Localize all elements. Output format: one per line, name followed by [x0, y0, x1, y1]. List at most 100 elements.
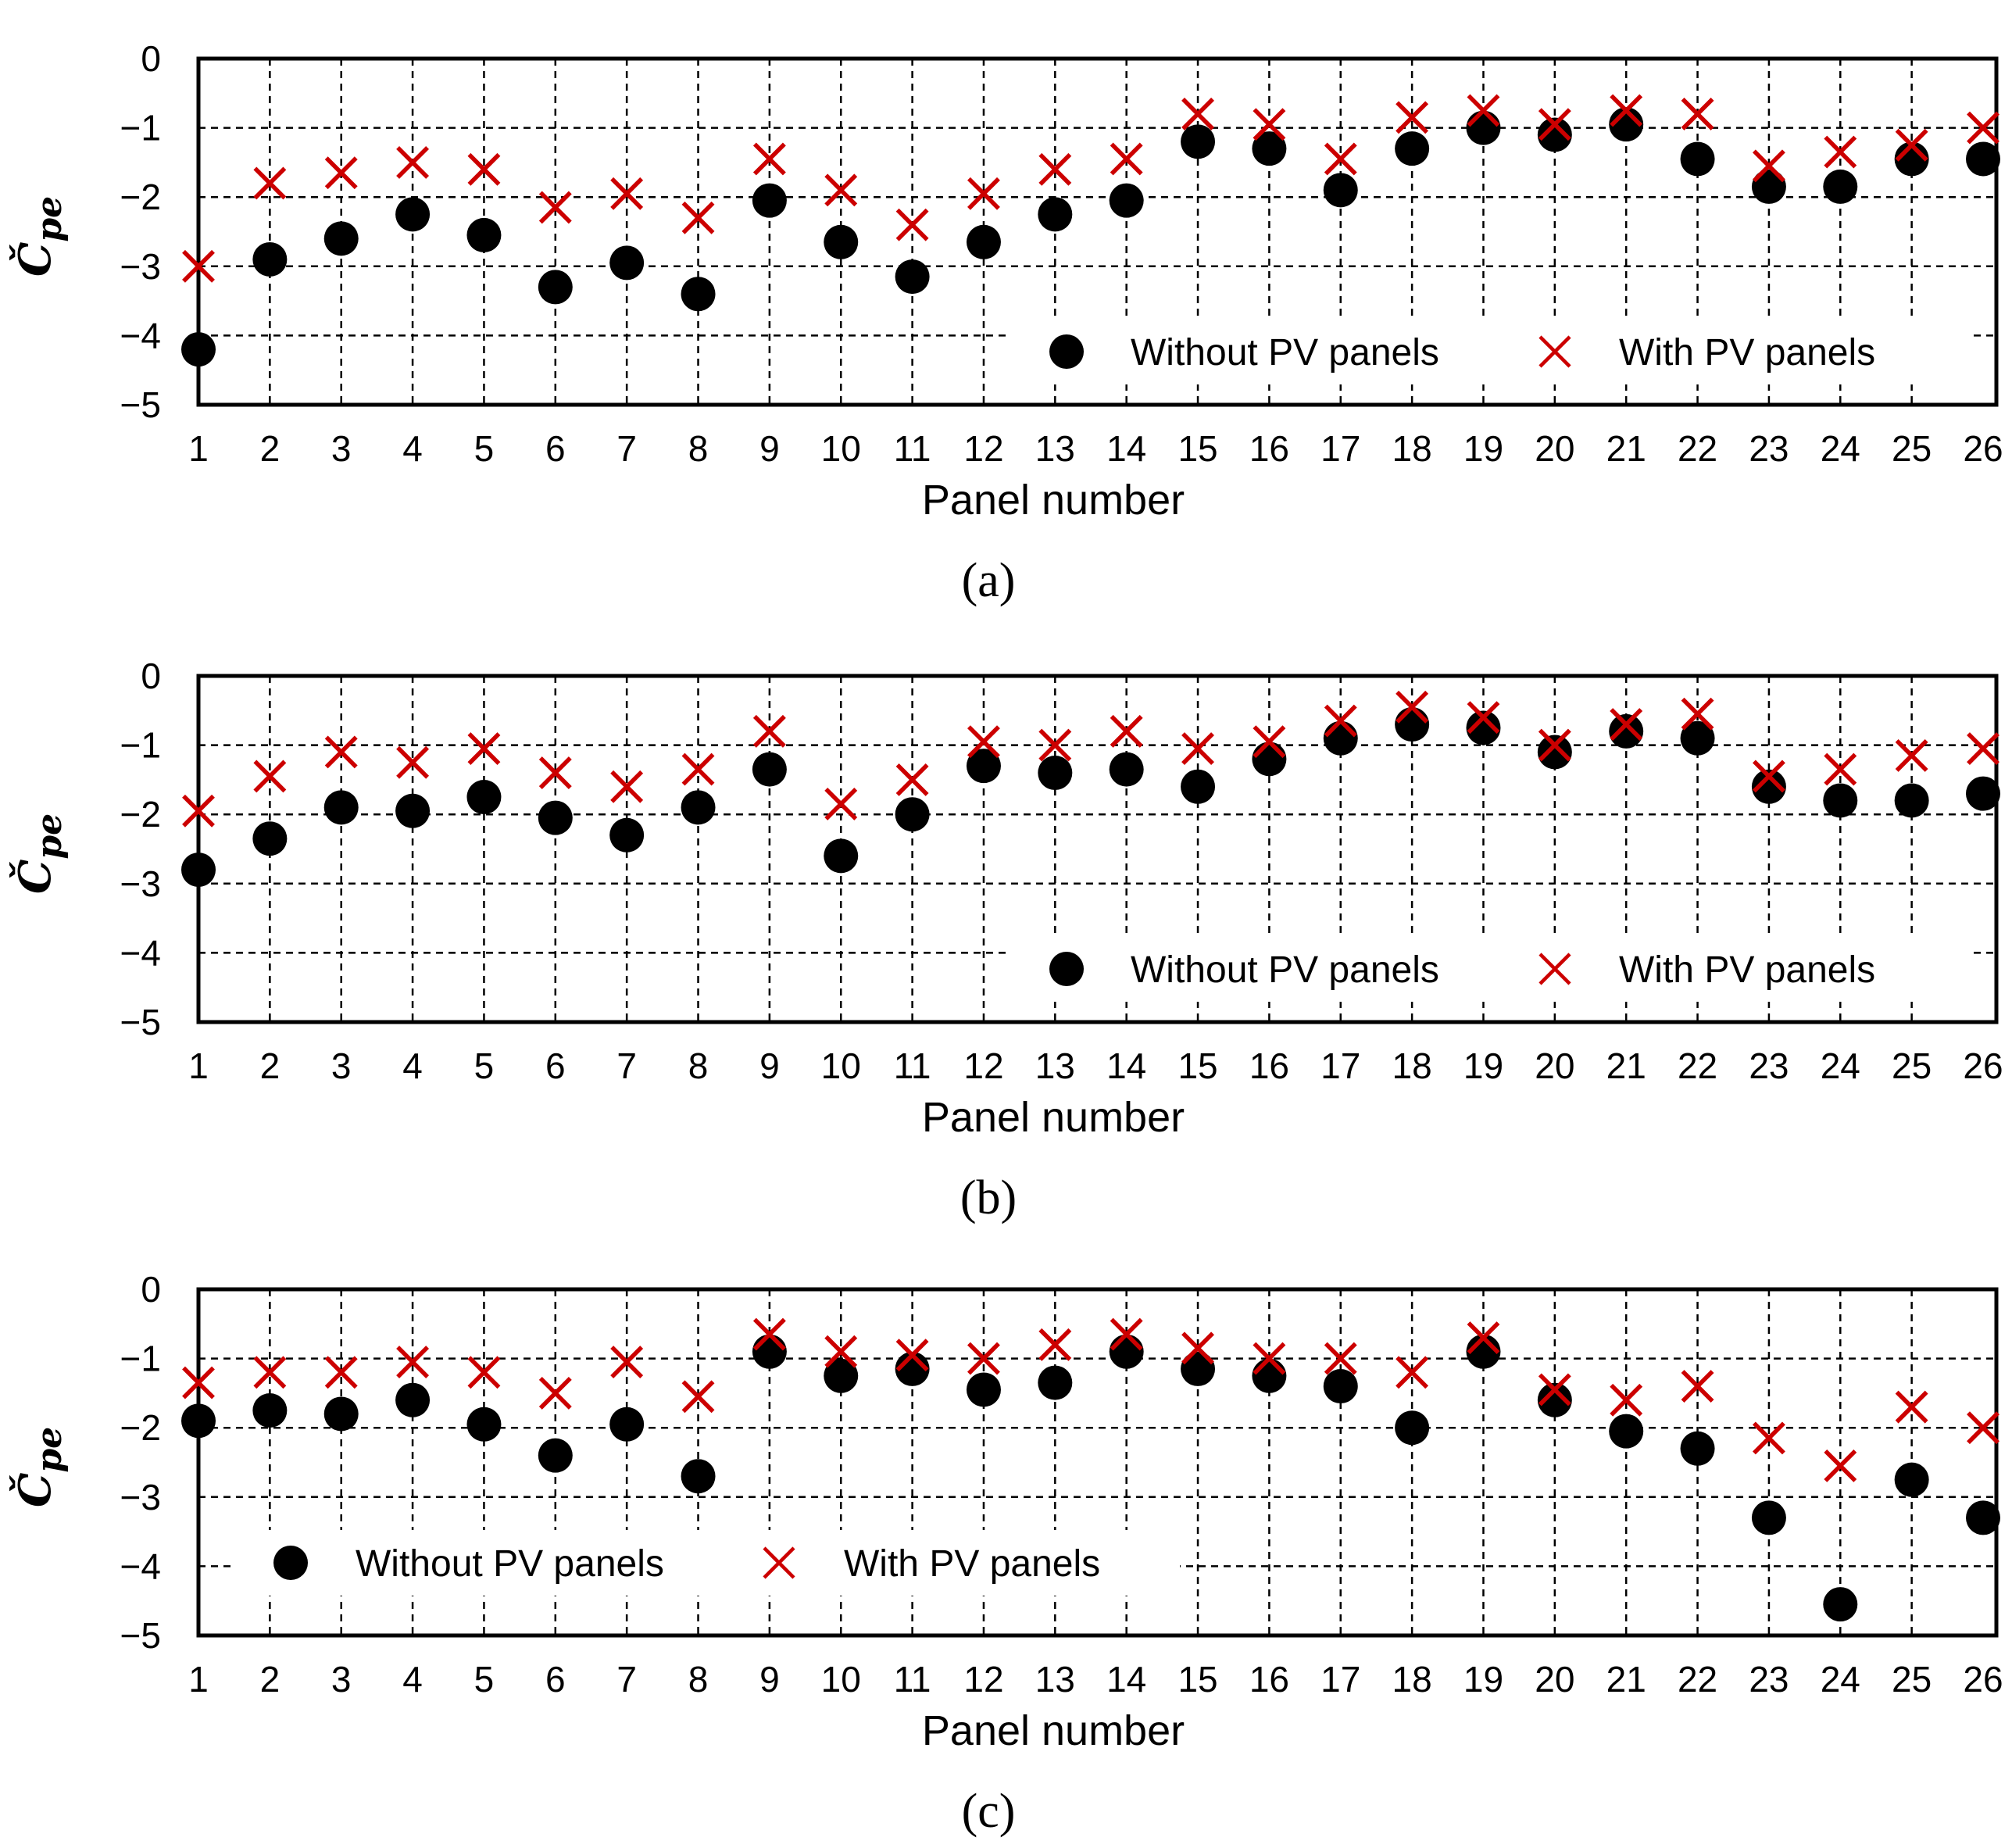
data-point-without-pv [1609, 1414, 1644, 1449]
x-tick-label: 4 [402, 1046, 423, 1086]
x-tick-label: 13 [1035, 428, 1075, 469]
data-point-without-pv [1181, 124, 1216, 159]
data-point-with-pv [1396, 1356, 1429, 1389]
x-axis-label: Panel number [922, 1707, 1185, 1754]
data-point-without-pv [752, 183, 787, 218]
data-point-without-pv [824, 1358, 859, 1393]
x-tick-label: 16 [1249, 428, 1289, 469]
data-point-without-pv [1252, 131, 1287, 166]
data-point-with-pv [1681, 97, 1714, 130]
y-axis-ticks: 0 −1 −2 −3 −4 −5 [120, 38, 161, 425]
data-point-with-pv [253, 166, 287, 200]
data-point-without-pv [966, 1372, 1001, 1407]
data-point-without-pv [752, 1334, 787, 1369]
x-tick-label: 2 [260, 1659, 281, 1700]
data-point-without-pv [1181, 1351, 1216, 1386]
data-point-with-pv [1110, 714, 1143, 748]
x-tick-label: 14 [1106, 1659, 1146, 1700]
chart-panel-c: Without PV panels With PV panels 0 −1 −2 −3 −4… [0, 1231, 2012, 1848]
data-point-without-pv [1466, 1334, 1501, 1369]
x-tick-label: 5 [474, 1046, 495, 1086]
series-with-pv [182, 94, 1999, 283]
x-axis-label: Panel number [922, 477, 1185, 524]
x-tick-label: 24 [1821, 1659, 1860, 1700]
data-point-without-pv [1894, 783, 1929, 818]
y-axis-label: Čpe [9, 1427, 70, 1507]
x-tick-label: 23 [1749, 428, 1789, 469]
data-point-without-pv [609, 1407, 645, 1442]
data-point-with-pv [324, 735, 358, 769]
data-point-with-pv [253, 1356, 287, 1389]
x-tick-label: 26 [1963, 1046, 2003, 1086]
data-point-with-pv [1181, 732, 1214, 765]
x-tick-label: 18 [1392, 1659, 1432, 1700]
x-tick-label: 4 [402, 428, 423, 469]
data-point-without-pv [1109, 1334, 1144, 1369]
data-point-without-pv [1966, 1500, 2000, 1535]
x-tick-label: 17 [1320, 1046, 1360, 1086]
x-tick-label: 20 [1535, 1046, 1574, 1086]
x-tick-label: 10 [821, 1659, 861, 1700]
data-point-with-pv [1967, 111, 1999, 145]
data-point-without-pv [323, 1396, 359, 1432]
data-point-with-pv [396, 145, 430, 179]
data-point-without-pv [466, 217, 502, 252]
y-tick-label: −2 [120, 177, 161, 217]
data-point-with-pv [1467, 701, 1500, 735]
legend: Without PV panels With PV panels [1008, 319, 1973, 384]
data-point-with-pv [396, 1346, 430, 1378]
x-tick-label: 6 [545, 1046, 566, 1086]
legend-marker-without-pv [1049, 334, 1084, 369]
data-point-without-pv [966, 224, 1001, 259]
data-point-without-pv [323, 221, 359, 256]
data-point-with-pv [967, 725, 1000, 759]
x-tick-label: 13 [1035, 1046, 1075, 1086]
x-tick-label: 22 [1678, 428, 1717, 469]
x-tick-label: 6 [545, 1659, 566, 1700]
data-point-with-pv [610, 770, 644, 803]
data-point-with-pv [324, 1356, 358, 1389]
x-tick-label: 18 [1392, 428, 1432, 469]
x-tick-label: 9 [759, 1659, 780, 1700]
legend: Without PV panels With PV panels [231, 1530, 1180, 1596]
x-tick-label: 7 [616, 1046, 637, 1086]
series-without-pv [181, 707, 2000, 888]
x-tick-label: 9 [759, 428, 780, 469]
x-tick-label: 20 [1535, 1659, 1574, 1700]
figure-caption: (b) [960, 1171, 1017, 1224]
data-point-with-pv [253, 760, 287, 793]
data-point-without-pv [1751, 769, 1786, 804]
data-point-with-pv [1967, 1411, 1999, 1445]
data-point-without-pv [609, 817, 645, 853]
legend-label-without-pv: Without PV panels [1131, 949, 1439, 991]
data-point-with-pv [1538, 108, 1571, 141]
legend-marker-with-pv [1538, 953, 1571, 985]
data-point-with-pv [1253, 108, 1286, 141]
x-tick-label: 26 [1963, 428, 2003, 469]
x-axis-ticks: 1 2 3 4 5 6 7 8 9 10 11 12 13 14 15 16 17 18 19 20 21 22 23 24 2… [188, 428, 2003, 469]
data-point-with-pv [681, 201, 715, 234]
data-point-with-pv [1324, 1342, 1357, 1375]
data-point-without-pv [252, 821, 288, 856]
data-point-with-pv [895, 208, 929, 241]
legend-marker-without-pv [1049, 952, 1084, 986]
x-tick-label: 16 [1249, 1046, 1289, 1086]
data-point-without-pv [824, 224, 859, 259]
x-tick-label: 11 [894, 1659, 931, 1700]
data-point-with-pv [1467, 94, 1500, 127]
legend-background [1008, 936, 1973, 1002]
data-point-without-pv [1038, 756, 1073, 791]
x-axis-ticks: 1 2 3 4 5 6 7 8 9 10 11 12 13 14 15 16 17 18 19 20 21 22 23 24 2… [188, 1659, 2003, 1700]
x-tick-label: 3 [331, 1659, 352, 1700]
data-point-without-pv [1395, 131, 1430, 166]
data-point-with-pv [538, 191, 572, 224]
data-point-without-pv [1537, 117, 1572, 152]
data-point-without-pv [824, 838, 859, 874]
data-point-with-pv [1610, 94, 1643, 127]
data-point-with-pv [1824, 135, 1857, 169]
figure-caption: (c) [962, 1785, 1016, 1838]
data-point-with-pv [1610, 1383, 1643, 1417]
data-point-without-pv [1966, 776, 2000, 811]
data-point-without-pv [752, 752, 787, 787]
data-point-without-pv [895, 797, 930, 832]
